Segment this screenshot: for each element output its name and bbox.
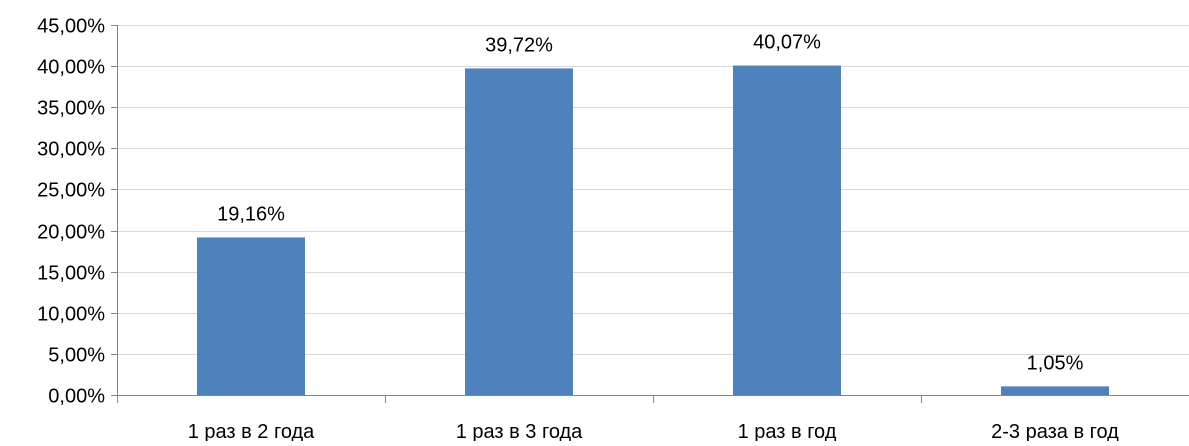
- y-tick-label: 15,00%: [37, 263, 105, 285]
- bars: [197, 65, 1109, 395]
- bar: [465, 68, 573, 395]
- data-label: 40,07%: [753, 32, 821, 54]
- y-tick-label: 35,00%: [37, 98, 105, 120]
- y-tick-label: 5,00%: [48, 345, 105, 367]
- axes: [111, 25, 1189, 403]
- data-labels: 19,16% 39,72% 40,07% 1,05%: [217, 32, 1083, 375]
- data-label: 19,16%: [217, 203, 285, 225]
- y-tick-label: 20,00%: [37, 222, 105, 244]
- bar: [1001, 386, 1109, 395]
- x-tick-label: 1 раз в 3 года: [456, 421, 583, 441]
- x-tick-label: 1 раз в 2 года: [188, 421, 315, 441]
- x-tick-labels: 1 раз в 2 года 1 раз в 3 года 1 раз в год 2…: [188, 421, 1120, 443]
- y-tick-label: 30,00%: [37, 139, 105, 161]
- y-tick-label: 25,00%: [37, 180, 105, 202]
- bar: [733, 65, 841, 395]
- y-tick-label: 0,00%: [48, 386, 105, 408]
- bar: [197, 237, 305, 395]
- y-tick-label: 10,00%: [37, 304, 105, 326]
- y-tick-label: 40,00%: [37, 57, 105, 79]
- data-label: 39,72%: [485, 34, 553, 56]
- x-tick-label: 2-3 раза в год: [991, 421, 1119, 441]
- x-tick-label: 1 раз в год: [738, 421, 837, 441]
- y-tick-label: 45,00%: [37, 16, 105, 38]
- y-tick-labels: 0,00% 5,00% 10,00% 15,00% 20,00% 25,00% 30,00%…: [37, 16, 105, 408]
- data-label: 1,05%: [1027, 352, 1084, 374]
